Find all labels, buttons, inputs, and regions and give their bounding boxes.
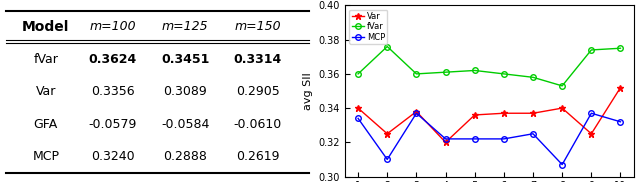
Var bbox=[617, 86, 625, 89]
Var bbox=[355, 107, 362, 109]
Text: 0.3624: 0.3624 bbox=[88, 53, 136, 66]
Text: 0.3089: 0.3089 bbox=[163, 85, 207, 98]
Text: 0.3356: 0.3356 bbox=[91, 85, 134, 98]
Text: -0.0579: -0.0579 bbox=[88, 118, 137, 131]
Legend: Var, fVar, MCP: Var, fVar, MCP bbox=[349, 10, 387, 44]
fVar bbox=[471, 69, 479, 72]
MCP bbox=[500, 138, 508, 140]
fVar bbox=[558, 85, 566, 87]
Text: 0.2888: 0.2888 bbox=[163, 150, 207, 163]
Var bbox=[588, 133, 595, 135]
Text: Var: Var bbox=[36, 85, 56, 98]
Text: GFA: GFA bbox=[34, 118, 58, 131]
Text: MCP: MCP bbox=[32, 150, 60, 163]
fVar bbox=[588, 49, 595, 51]
fVar bbox=[383, 46, 391, 48]
Line: fVar: fVar bbox=[355, 44, 623, 89]
Var bbox=[442, 141, 449, 143]
Text: 0.3314: 0.3314 bbox=[234, 53, 282, 66]
MCP bbox=[471, 138, 479, 140]
Text: 0.2905: 0.2905 bbox=[236, 85, 280, 98]
Var bbox=[413, 110, 420, 113]
fVar bbox=[529, 76, 537, 78]
Line: MCP: MCP bbox=[355, 110, 623, 167]
Line: Var: Var bbox=[355, 84, 624, 146]
Var bbox=[500, 112, 508, 114]
Text: Model: Model bbox=[22, 20, 70, 34]
MCP bbox=[383, 158, 391, 161]
MCP bbox=[558, 163, 566, 166]
fVar bbox=[413, 73, 420, 75]
MCP bbox=[355, 117, 362, 119]
Var bbox=[383, 133, 391, 135]
Var bbox=[558, 107, 566, 109]
MCP bbox=[617, 121, 625, 123]
Text: fVar: fVar bbox=[33, 53, 58, 66]
Text: m=100: m=100 bbox=[89, 20, 136, 33]
Text: -0.0584: -0.0584 bbox=[161, 118, 209, 131]
Text: 0.2619: 0.2619 bbox=[236, 150, 280, 163]
Text: -0.0610: -0.0610 bbox=[234, 118, 282, 131]
MCP bbox=[529, 133, 537, 135]
fVar bbox=[500, 73, 508, 75]
MCP bbox=[442, 138, 449, 140]
Text: 0.3451: 0.3451 bbox=[161, 53, 209, 66]
Y-axis label: avg SII: avg SII bbox=[303, 72, 313, 110]
Var bbox=[529, 112, 537, 114]
MCP bbox=[413, 112, 420, 114]
fVar bbox=[355, 73, 362, 75]
fVar bbox=[617, 47, 625, 49]
Text: m=125: m=125 bbox=[162, 20, 209, 33]
fVar bbox=[442, 71, 449, 73]
Text: m=150: m=150 bbox=[235, 20, 281, 33]
Text: 0.3240: 0.3240 bbox=[91, 150, 134, 163]
Var bbox=[471, 114, 479, 116]
MCP bbox=[588, 112, 595, 114]
